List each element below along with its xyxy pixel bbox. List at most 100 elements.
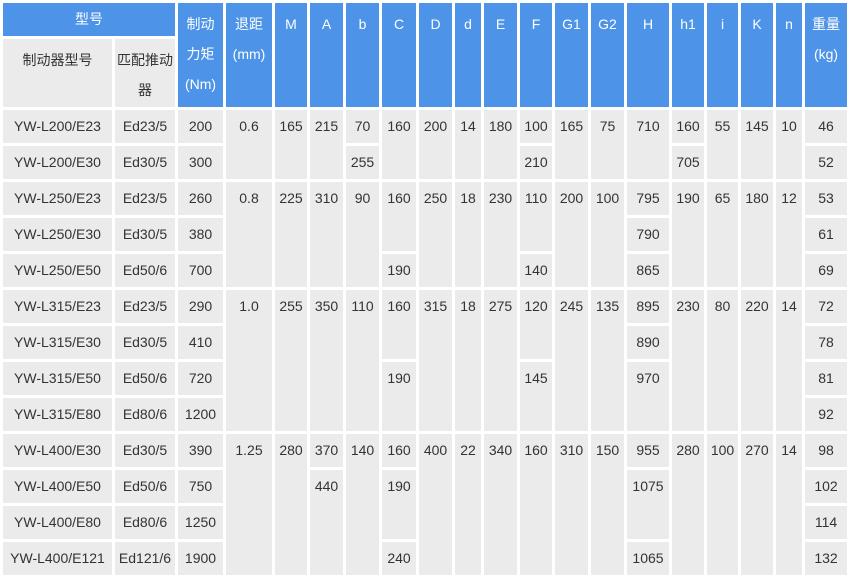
col-header-F: F — [520, 3, 552, 107]
cell-F: 210 — [520, 146, 552, 179]
cell-d: 22 — [455, 434, 481, 575]
cell-torque: 1200 — [178, 398, 223, 431]
col-header-torque: 制动 力矩 (Nm) — [178, 3, 223, 107]
cell-E: 340 — [484, 434, 517, 575]
table-row: YW-L250/E30 Ed30/5 380 790 61 — [3, 218, 847, 251]
cell-model: YW-L250/E30 — [3, 218, 112, 251]
cell-b: 110 — [346, 290, 379, 431]
cell-thruster: Ed30/5 — [115, 146, 175, 179]
cell-C: 240 — [382, 542, 416, 575]
table-row: YW-L315/E80 Ed80/6 1200 92 — [3, 398, 847, 431]
table-row: YW-L315/E23 Ed23/5 290 1.0 255 350 110 1… — [3, 290, 847, 431]
cell-thruster: Ed50/6 — [115, 362, 175, 395]
cell-torque: 750 — [178, 470, 223, 503]
cell-E: 275 — [484, 290, 517, 431]
cell-G2: 75 — [591, 110, 624, 179]
cell-i: 55 — [707, 110, 738, 179]
col-header-M: M — [275, 3, 307, 107]
cell-thruster: Ed23/5 — [115, 290, 175, 323]
cell-K: 180 — [741, 182, 773, 287]
cell-weight: 78 — [805, 326, 847, 359]
cell-gap: 1.0 — [226, 290, 272, 431]
cell-H: 970 — [627, 362, 669, 431]
cell-torque: 390 — [178, 434, 223, 467]
col-header-model-group: 型号 — [3, 3, 175, 36]
cell-n: 12 — [776, 182, 802, 287]
table-row: YW-L315/E30 Ed30/5 410 890 78 — [3, 326, 847, 359]
cell-thruster: Ed30/5 — [115, 218, 175, 251]
cell-model: YW-L315/E80 — [3, 398, 112, 431]
cell-A: 350 — [310, 290, 343, 431]
cell-thruster: Ed121/6 — [115, 542, 175, 575]
cell-C: 190 — [382, 254, 416, 287]
cell-C: 190 — [382, 470, 416, 539]
cell-thruster: Ed80/6 — [115, 398, 175, 431]
cell-G1: 310 — [555, 434, 588, 575]
cell-weight: 81 — [805, 362, 847, 395]
cell-A: 215 — [310, 110, 343, 179]
cell-H: 710 — [627, 110, 669, 179]
cell-H: 890 — [627, 326, 669, 359]
cell-H: 790 — [627, 218, 669, 251]
cell-H: 1065 — [627, 542, 669, 575]
cell-b: 255 — [346, 146, 379, 179]
cell-M: 280 — [275, 434, 307, 575]
table-row: YW-L400/E50 Ed50/6 750 440 190 1075 102 — [3, 470, 847, 575]
cell-H: 1075 — [627, 470, 669, 539]
cell-model: YW-L200/E23 — [3, 110, 112, 143]
table-row: YW-L315/E50 Ed50/6 720 190 145 970 81 — [3, 362, 847, 431]
cell-C: 160 — [382, 182, 416, 251]
cell-n: 14 — [776, 434, 802, 575]
col-header-n: n — [776, 3, 802, 107]
cell-model: YW-L400/E121 — [3, 542, 112, 575]
cell-h1: 160 — [672, 110, 704, 143]
cell-torque: 200 — [178, 110, 223, 143]
cell-M: 225 — [275, 182, 307, 287]
header-line: 退距 — [235, 16, 263, 32]
cell-torque: 1900 — [178, 542, 223, 575]
cell-torque: 410 — [178, 326, 223, 359]
cell-G1: 165 — [555, 110, 588, 179]
header-line: 力矩 — [186, 46, 215, 62]
cell-F: 110 — [520, 182, 552, 251]
cell-K: 270 — [741, 434, 773, 575]
cell-b: 140 — [346, 434, 379, 575]
cell-thruster: Ed50/6 — [115, 254, 175, 287]
cell-torque: 300 — [178, 146, 223, 179]
cell-model: YW-L200/E30 — [3, 146, 112, 179]
cell-M: 165 — [275, 110, 307, 179]
cell-i: 100 — [707, 434, 738, 575]
cell-D: 315 — [419, 290, 452, 431]
cell-thruster: Ed80/6 — [115, 506, 175, 539]
cell-model: YW-L250/E50 — [3, 254, 112, 287]
cell-b: 90 — [346, 182, 379, 287]
cell-G2: 150 — [591, 434, 624, 575]
cell-n: 14 — [776, 290, 802, 431]
cell-n: 10 — [776, 110, 802, 179]
col-header-brake-model: 制动器型号 — [3, 39, 112, 107]
cell-d: 18 — [455, 290, 481, 431]
cell-H: 795 — [627, 182, 669, 215]
cell-D: 400 — [419, 434, 452, 575]
cell-h1: 190 — [672, 182, 704, 287]
cell-h1: 280 — [672, 434, 704, 575]
cell-torque: 260 — [178, 182, 223, 215]
cell-d: 14 — [455, 110, 481, 179]
cell-thruster: Ed30/5 — [115, 326, 175, 359]
cell-F: 160 — [520, 434, 552, 575]
cell-E: 180 — [484, 110, 517, 179]
cell-weight: 102 — [805, 470, 847, 503]
cell-H: 865 — [627, 254, 669, 287]
cell-thruster: Ed23/5 — [115, 110, 175, 143]
cell-thruster: Ed30/5 — [115, 434, 175, 467]
col-header-G1: G1 — [555, 3, 588, 107]
cell-i: 65 — [707, 182, 738, 287]
table-header: 型号 制动 力矩 (Nm) 退距 (mm) M A b C D d E F G1… — [3, 3, 847, 107]
table-row: YW-L250/E23 Ed23/5 260 0.8 225 310 90 16… — [3, 182, 847, 287]
cell-H: 955 — [627, 434, 669, 467]
cell-gap: 0.8 — [226, 182, 272, 287]
header-line: 重量 — [812, 16, 840, 32]
cell-model: YW-L400/E30 — [3, 434, 112, 467]
col-header-gap: 退距 (mm) — [226, 3, 272, 107]
